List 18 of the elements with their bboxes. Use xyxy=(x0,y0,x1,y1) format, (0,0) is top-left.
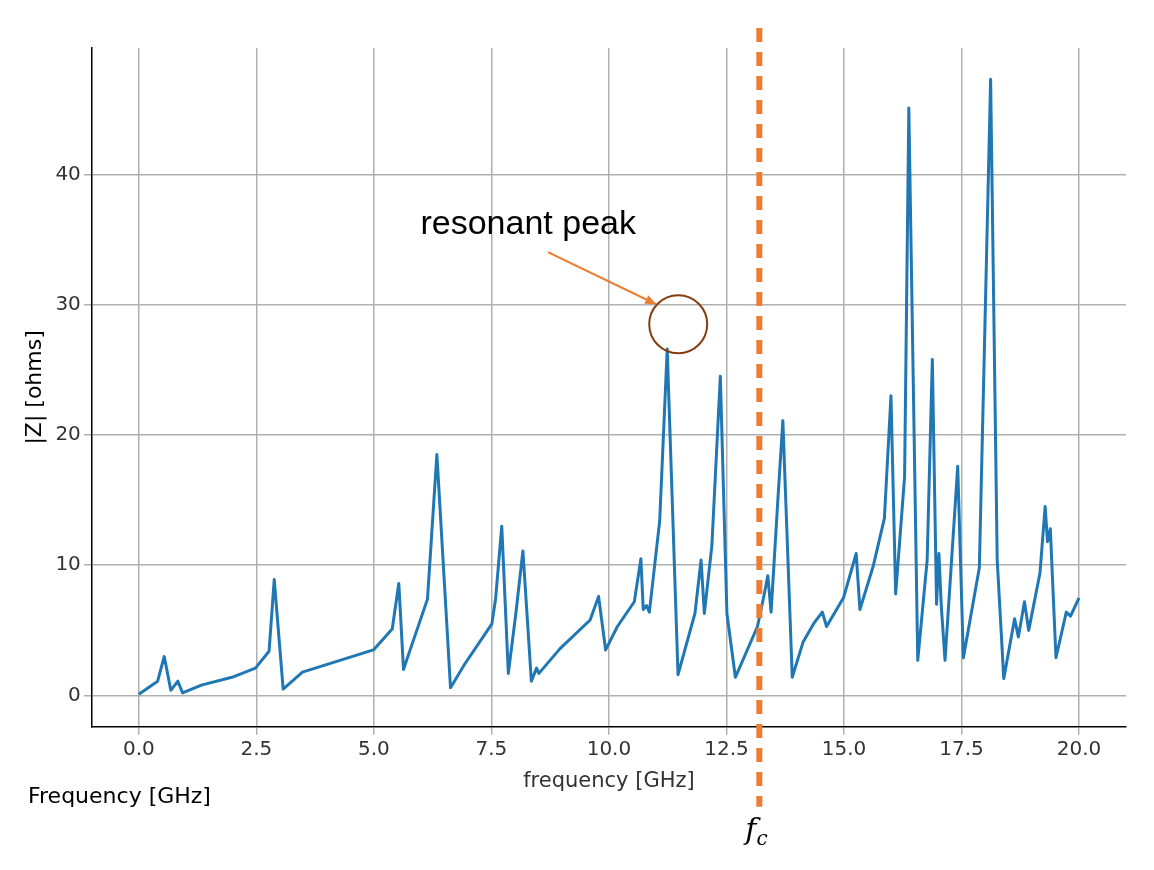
x-tick-label: 10.0 xyxy=(586,736,632,760)
y-axis-title: |Z| [ohms] xyxy=(20,330,47,445)
y-tick-label: 30 xyxy=(55,290,81,315)
x-tick-label: 5.0 xyxy=(357,736,390,760)
x-tick-label: 7.5 xyxy=(475,736,508,760)
x-tick-label: 0.0 xyxy=(122,736,155,760)
y-tick-label: 40 xyxy=(55,160,81,185)
y-tick-label: 10 xyxy=(55,551,81,576)
y-tick-label: 0 xyxy=(68,681,81,706)
y-tick-label: 20 xyxy=(55,421,81,446)
x-tick-label: 17.5 xyxy=(939,736,984,760)
x-axis-title: frequency [GHz] xyxy=(523,767,695,792)
text: Frequency [GHz] xyxy=(28,782,211,808)
x-tick-label: 15.0 xyxy=(821,736,867,760)
x-tick-label: 20.0 xyxy=(1056,736,1102,760)
x-tick-label: 2.5 xyxy=(240,736,273,760)
x-tick-label: 12.5 xyxy=(704,736,749,760)
annotation: resonant peak xyxy=(420,202,637,241)
